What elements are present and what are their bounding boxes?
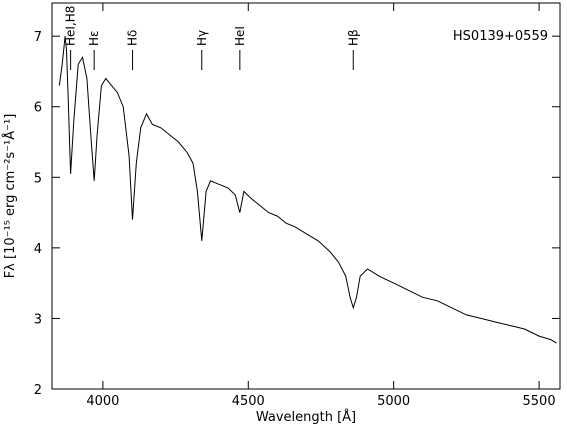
x-tick-label: 4500 (232, 394, 265, 409)
x-tick-label: 5500 (523, 394, 556, 409)
line-label: HeI,H8 (64, 6, 78, 46)
line-label: Hβ (346, 29, 360, 46)
y-tick-label: 7 (34, 30, 42, 45)
y-tick-label: 4 (34, 242, 42, 257)
y-tick-label: 2 (34, 383, 42, 398)
x-tick-label: 4000 (86, 394, 119, 409)
line-label: HeI (233, 26, 247, 46)
y-tick-label: 5 (34, 171, 42, 186)
x-axis-label: Wavelength [Å] (256, 409, 356, 425)
y-tick-label: 3 (34, 312, 42, 327)
chart-title: HS0139+0559 (453, 29, 548, 44)
plot-frame (51, 2, 561, 390)
line-label: Hε (87, 30, 101, 46)
y-axis-label: Fλ [10⁻¹⁵ erg cm⁻²s⁻¹Å⁻¹] (2, 114, 18, 279)
line-label: Hγ (195, 30, 209, 46)
line-label: Hδ (126, 30, 140, 46)
y-tick-label: 6 (34, 101, 42, 116)
x-tick-label: 5000 (377, 394, 410, 409)
spectrum-line (58, 36, 557, 344)
